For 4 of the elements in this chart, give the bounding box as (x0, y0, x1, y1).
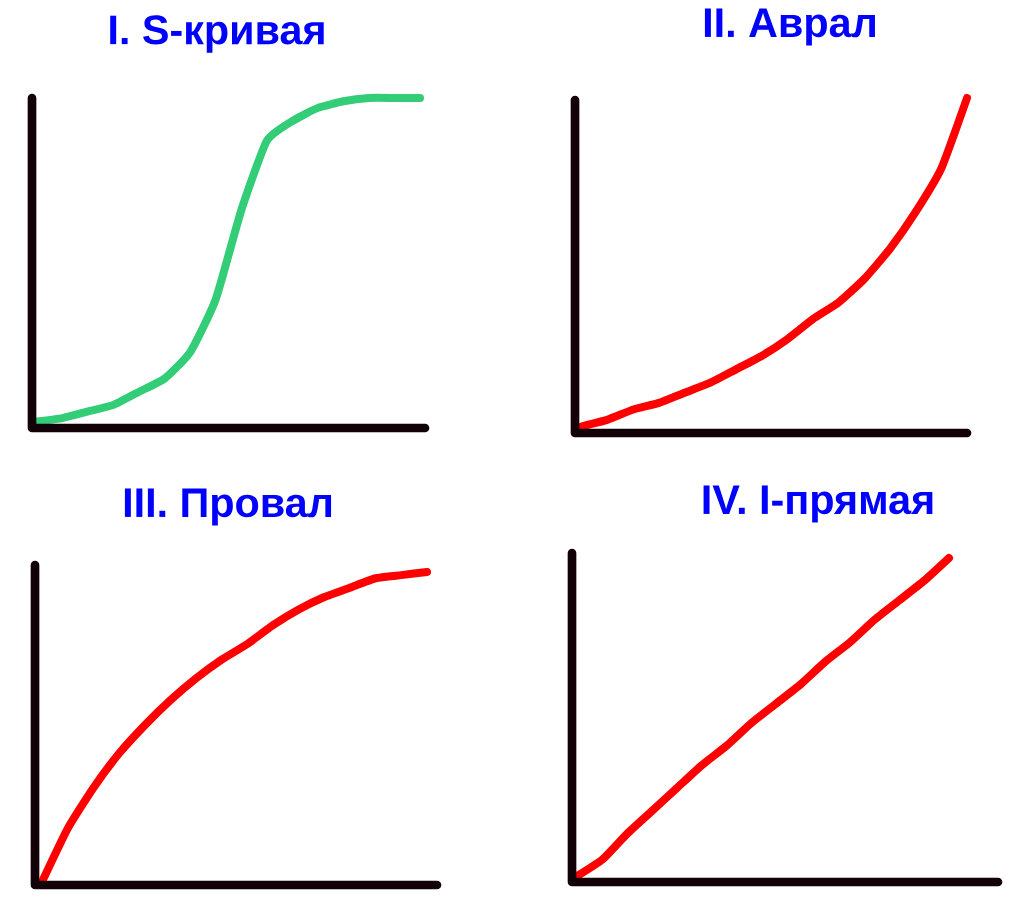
chart-title: III. Провал (124, 488, 332, 526)
chart-title: I. S-кривая (110, 15, 324, 53)
chart-title: IV. I-прямая (703, 485, 933, 523)
chart-title: II. Аврал (704, 8, 875, 46)
